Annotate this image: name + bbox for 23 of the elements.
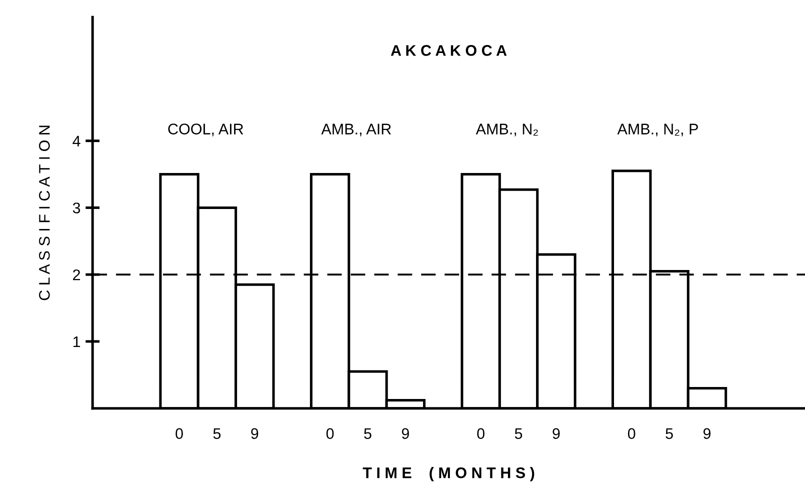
x-tick-label: 5 — [666, 428, 673, 439]
x-tick-label: 0 — [477, 428, 484, 439]
x-tick-label: 0 — [326, 428, 334, 439]
text: A K C A K O C A — [390, 45, 507, 56]
x-tick-label: 9 — [251, 428, 258, 439]
annotation: AMB., N₂, P — [617, 124, 698, 136]
y-tick-label: 1 — [73, 336, 80, 347]
annotation: COOL, AIR — [168, 124, 244, 136]
annotation: AMB., AIR — [321, 124, 391, 136]
x-tick-label: 5 — [364, 428, 372, 439]
y-tick-label: 2 — [73, 269, 80, 280]
x-tick-label: 5 — [213, 428, 221, 439]
x-tick-label: 0 — [628, 428, 636, 439]
x-tick-label: 0 — [176, 428, 183, 439]
y-axis-title: C L A S S I F I C A T I O N — [38, 126, 50, 300]
y-tick-label: 4 — [72, 136, 80, 146]
x-tick-label: 9 — [402, 428, 409, 439]
x-tick-label: 5 — [514, 428, 522, 439]
annotation: AMB., N₂ — [476, 124, 538, 136]
x-axis-title: T I M E ( M O N T H S ) — [362, 467, 534, 482]
y-tick-label: 3 — [72, 202, 80, 214]
x-tick-label: 9 — [703, 428, 711, 439]
x-tick-label: 9 — [552, 428, 560, 439]
